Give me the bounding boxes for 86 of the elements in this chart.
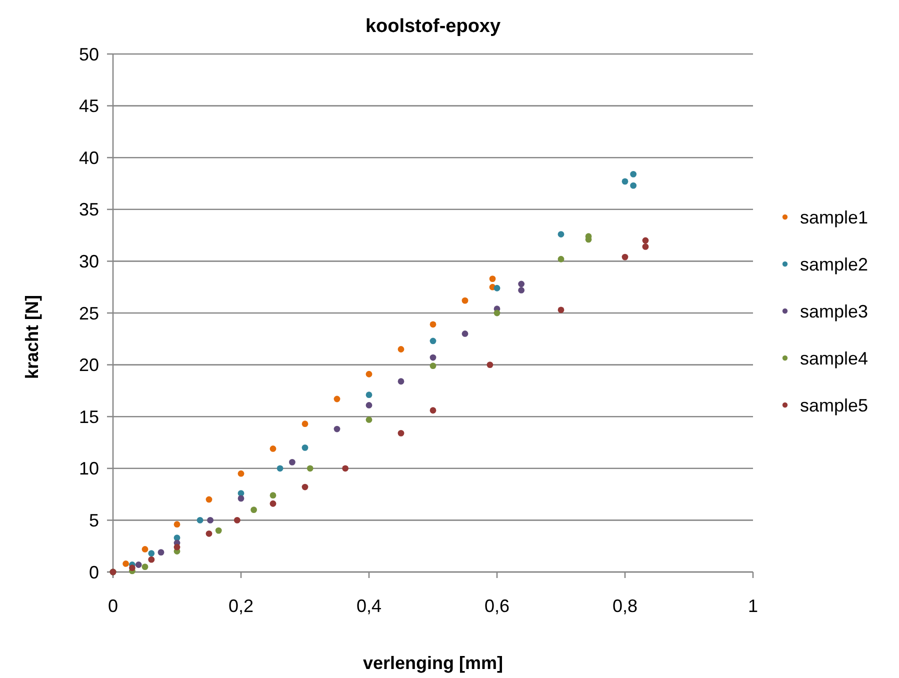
point <box>366 370 372 378</box>
legend-label: sample2 <box>800 254 868 274</box>
point <box>366 402 372 408</box>
point <box>207 517 214 524</box>
y-tick-label: 30 <box>78 252 99 272</box>
y-tick-label: 5 <box>88 510 99 530</box>
point <box>486 362 494 368</box>
y-tick-label: 10 <box>78 458 99 479</box>
x-tick-label: 0,6 <box>484 596 510 616</box>
point <box>129 564 136 572</box>
y-tick-label: 15 <box>78 406 99 427</box>
point <box>494 284 500 292</box>
point <box>142 546 148 552</box>
legend-label: sample1 <box>800 207 868 228</box>
point <box>430 362 436 370</box>
point <box>494 310 500 316</box>
point <box>334 426 340 432</box>
x-tick-label: 0,8 <box>612 596 638 616</box>
point <box>206 530 212 537</box>
point <box>302 484 308 490</box>
point <box>206 496 212 503</box>
legend-label: sample4 <box>800 348 868 368</box>
point <box>334 396 340 402</box>
legend-label: sample5 <box>800 395 868 416</box>
chart-title: koolstof-epoxy <box>365 16 501 37</box>
point <box>398 430 404 436</box>
x-axis-title: verlenging [mm] <box>362 653 504 673</box>
point <box>430 354 436 361</box>
y-tick-label: 25 <box>78 303 99 324</box>
point <box>306 465 314 472</box>
point <box>234 517 240 524</box>
point <box>270 500 276 507</box>
y-tick-label: 35 <box>78 200 99 220</box>
legend-label: sample3 <box>800 301 868 322</box>
x-tick-label: 1 <box>748 596 758 616</box>
y-axis-title: kracht [N] <box>22 294 42 380</box>
point <box>489 276 496 282</box>
point <box>518 280 525 288</box>
point <box>430 407 436 414</box>
point <box>462 297 468 304</box>
y-tick-label: 50 <box>78 44 99 64</box>
point <box>302 444 308 451</box>
point <box>148 550 155 557</box>
point <box>398 346 404 352</box>
point <box>122 560 129 567</box>
x-tick-label: 0 <box>108 596 118 616</box>
point <box>174 521 180 528</box>
point <box>342 465 349 472</box>
y-tick-label: 0 <box>88 562 99 582</box>
point <box>518 287 525 294</box>
x-tick-label: 0,4 <box>356 596 382 616</box>
point <box>215 527 222 534</box>
point <box>398 378 404 385</box>
y-tick-label: 45 <box>78 96 99 116</box>
point <box>558 231 564 238</box>
point <box>366 416 372 423</box>
point <box>558 256 564 262</box>
point <box>238 470 244 477</box>
point <box>642 244 649 250</box>
point <box>462 330 468 337</box>
point <box>135 562 142 568</box>
point <box>196 517 204 524</box>
point <box>142 564 148 570</box>
point <box>174 544 180 550</box>
point <box>622 254 628 260</box>
point <box>642 237 649 244</box>
point <box>148 556 155 563</box>
point <box>630 170 637 178</box>
y-tick-label: 40 <box>78 148 99 168</box>
point <box>430 321 436 328</box>
y-tick-label: 20 <box>78 355 99 376</box>
point <box>302 420 308 428</box>
point <box>238 490 244 496</box>
point <box>270 492 276 499</box>
point <box>289 458 296 466</box>
point <box>630 182 637 189</box>
point <box>238 495 244 502</box>
x-tick-label: 0,2 <box>228 596 254 616</box>
point <box>276 465 284 472</box>
point <box>158 549 164 556</box>
point <box>270 446 276 452</box>
point <box>558 306 564 314</box>
point <box>430 338 436 344</box>
point <box>622 178 628 185</box>
point <box>250 506 257 514</box>
point <box>366 392 372 398</box>
